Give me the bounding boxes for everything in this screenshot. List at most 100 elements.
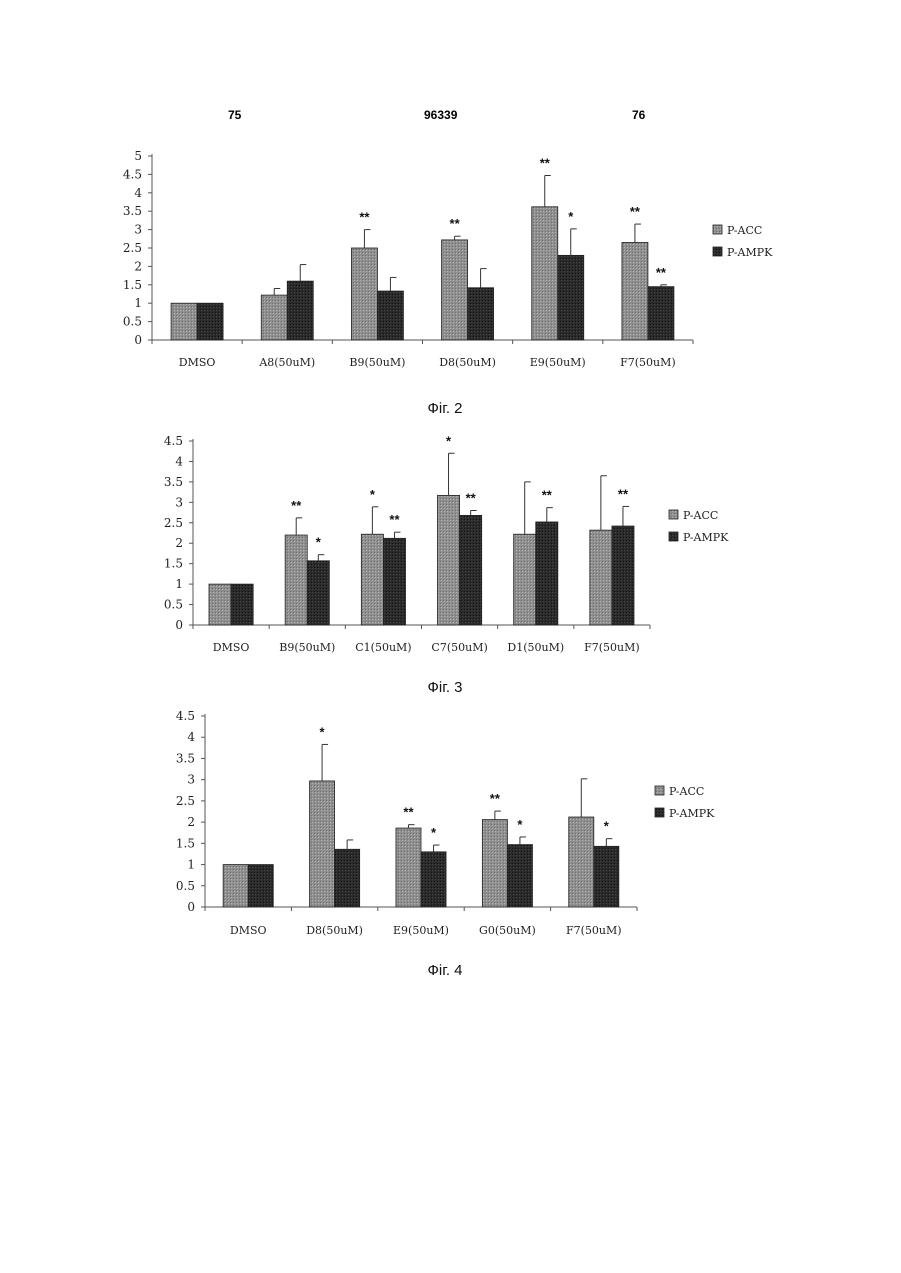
bar-p-acc [351, 248, 377, 340]
legend-label-p-acc: P-ACC [727, 224, 762, 237]
y-tick-label: 1.5 [123, 278, 142, 292]
y-tick-label: 4.5 [176, 709, 195, 723]
y-tick-label: 0.5 [123, 315, 142, 329]
bar-p-acc [361, 534, 383, 625]
page-number-right: 76 [632, 108, 645, 122]
significance-marker: ** [630, 204, 641, 219]
significance-marker: ** [542, 488, 553, 503]
legend-label-p-ampk: P-AMPK [683, 531, 729, 544]
y-tick-label: 3 [175, 495, 183, 509]
y-tick-label: 2.5 [123, 241, 142, 255]
bar-p-ampk [558, 255, 584, 340]
x-category-label: G0(50uM) [479, 924, 536, 937]
y-tick-label: 2.5 [164, 516, 183, 530]
bar-p-ampk [460, 515, 482, 625]
significance-marker: ** [466, 491, 477, 506]
significance-marker: ** [618, 486, 629, 501]
page-number-left: 75 [228, 108, 241, 122]
legend-swatch-p-ampk [655, 808, 664, 817]
bar-p-ampk [248, 865, 273, 907]
y-tick-label: 4 [134, 186, 142, 200]
bar-p-acc [310, 781, 335, 907]
significance-marker: * [568, 209, 574, 224]
x-category-label: D8(50uM) [439, 356, 496, 369]
bar-p-ampk [383, 538, 405, 625]
legend-swatch-p-ampk [713, 247, 722, 256]
x-category-label: E9(50uM) [530, 356, 586, 369]
bar-p-ampk [594, 846, 619, 907]
y-tick-label: 4.5 [123, 167, 142, 181]
y-tick-label: 4.5 [164, 434, 183, 448]
x-category-label: DMSO [213, 641, 250, 654]
y-tick-label: 0.5 [164, 598, 183, 612]
significance-marker: ** [389, 512, 400, 527]
bar-p-acc [590, 530, 612, 625]
significance-marker: ** [359, 210, 370, 225]
bar-p-acc [514, 534, 536, 625]
y-tick-label: 0 [134, 333, 142, 347]
legend-swatch-p-ampk [669, 532, 678, 541]
bar-p-acc [622, 242, 648, 340]
bar-p-acc [209, 584, 231, 625]
y-tick-label: 2.5 [176, 794, 195, 808]
significance-marker: * [517, 817, 523, 832]
bar-p-ampk [468, 288, 494, 340]
y-tick-label: 1 [175, 577, 183, 591]
bar-p-ampk [335, 849, 360, 907]
bar-p-ampk [421, 852, 446, 907]
x-category-label: E9(50uM) [393, 924, 449, 937]
x-category-label: DMSO [179, 356, 216, 369]
bar-p-ampk [612, 526, 634, 625]
x-category-label: C7(50uM) [431, 641, 487, 654]
legend-swatch-p-acc [655, 786, 664, 795]
y-tick-label: 0.5 [176, 879, 195, 893]
bar-p-ampk [648, 287, 674, 340]
y-tick-label: 3.5 [123, 204, 142, 218]
y-tick-label: 0 [175, 618, 183, 632]
bar-p-ampk [536, 522, 558, 625]
significance-marker: * [370, 487, 376, 502]
y-tick-label: 4 [175, 454, 183, 468]
legend-label-p-acc: P-ACC [669, 785, 704, 798]
significance-marker: * [446, 433, 452, 448]
legend-swatch-p-acc [669, 510, 678, 519]
significance-marker: * [431, 825, 437, 840]
y-tick-label: 2 [175, 536, 183, 550]
bar-p-acc [223, 865, 248, 907]
legend-label-p-ampk: P-AMPK [669, 807, 715, 820]
bar-p-ampk [287, 281, 313, 340]
x-category-label: D1(50uM) [507, 641, 564, 654]
bar-p-acc [171, 303, 197, 340]
bar-p-ampk [307, 561, 329, 625]
y-tick-label: 3.5 [164, 475, 183, 489]
significance-marker: ** [291, 498, 302, 513]
bar-p-ampk [377, 291, 403, 340]
y-tick-label: 3.5 [176, 751, 195, 765]
x-category-label: C1(50uM) [355, 641, 411, 654]
x-category-label: B9(50uM) [279, 641, 335, 654]
x-category-label: F7(50uM) [584, 641, 640, 654]
x-category-label: DMSO [230, 924, 267, 937]
significance-marker: ** [490, 791, 501, 806]
x-category-label: D8(50uM) [306, 924, 363, 937]
y-tick-label: 2 [134, 259, 142, 273]
x-category-label: A8(50uM) [258, 356, 315, 369]
y-tick-label: 1.5 [164, 557, 183, 571]
y-tick-label: 1 [187, 858, 195, 872]
y-tick-label: 1.5 [176, 836, 195, 850]
y-tick-label: 1 [134, 296, 142, 310]
bar-p-ampk [507, 845, 532, 907]
significance-marker: * [316, 535, 322, 550]
legend-label-p-ampk: P-AMPK [727, 246, 773, 259]
significance-marker: ** [450, 216, 461, 231]
significance-marker: ** [656, 265, 667, 280]
x-category-label: F7(50uM) [566, 924, 622, 937]
figure-4-chart: 00.511.522.533.544.5DMSO*D8(50uM)***E9(5… [0, 690, 901, 980]
bar-p-acc [532, 207, 558, 340]
bar-p-acc [285, 535, 307, 625]
bar-p-acc [482, 820, 507, 907]
significance-marker: ** [540, 156, 551, 171]
bar-p-ampk [197, 303, 223, 340]
y-tick-label: 2 [187, 815, 195, 829]
document-number: 96339 [424, 108, 457, 122]
